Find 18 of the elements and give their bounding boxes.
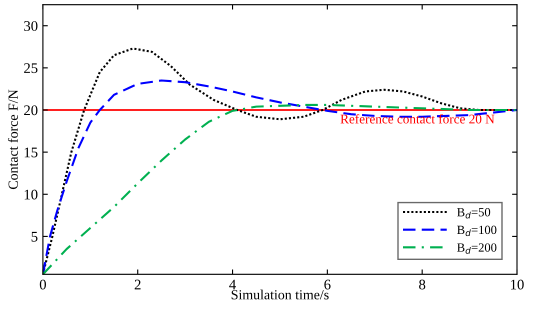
x-axis-title: Simulation time/s [232, 290, 329, 300]
x-tick-label: 10 [510, 280, 524, 290]
y-axis-title: Contact force F/N [8, 90, 18, 190]
y-tick-label: 30 [24, 21, 38, 31]
x-tick-label: 0 [40, 280, 46, 290]
y-tick-label: 15 [24, 148, 38, 158]
y-tick-label: 20 [24, 105, 38, 116]
legend-label: B$_{d}$=200 [457, 243, 496, 254]
ref-line-label: Reference contact force 20 N [340, 114, 494, 124]
x-tick-label: 2 [134, 280, 141, 290]
y-tick-label: 10 [24, 190, 38, 200]
x-tick-label: 4 [229, 280, 236, 290]
x-tick-label: 6 [324, 280, 331, 290]
y-tick-label: 5 [32, 232, 38, 242]
legend-label: B$_{d}$=50 [457, 208, 490, 218]
legend-label: B$_{d}$=100 [457, 226, 496, 236]
x-tick-label: 8 [419, 280, 426, 290]
y-tick-label: 25 [24, 63, 38, 74]
